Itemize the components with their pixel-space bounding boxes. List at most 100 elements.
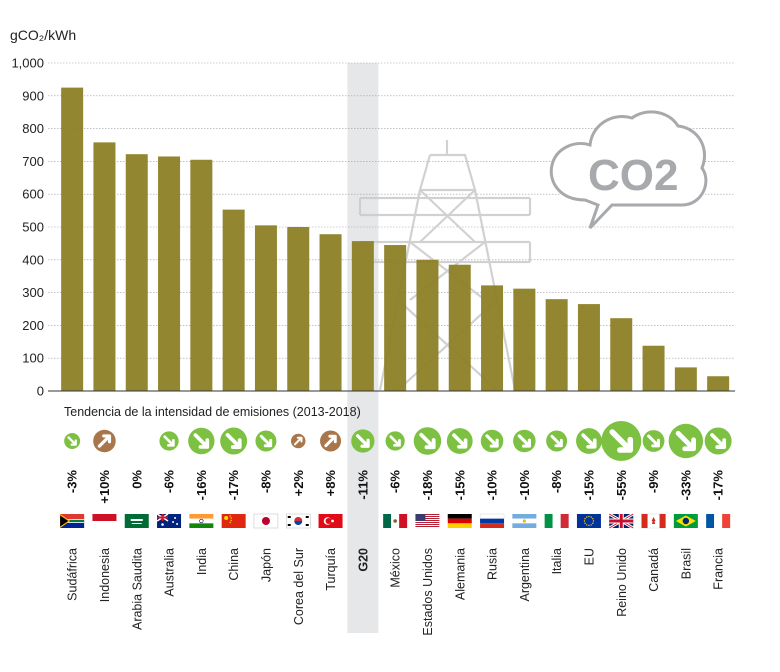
category-label: G20 — [356, 548, 370, 572]
category-label: China — [227, 548, 241, 581]
trend-icon — [188, 427, 215, 455]
bar-estados-unidos — [416, 259, 439, 391]
flag-india — [189, 514, 214, 528]
trend-icon — [704, 427, 732, 455]
category-label: Japón — [259, 548, 273, 582]
trend-icon — [255, 430, 277, 452]
trend-labels: -3% +10% 0% -6% -16% -17% -8% +2% +8% -11% -6% -18%… — [65, 470, 726, 504]
country-flags — [60, 512, 731, 530]
bar-italia — [545, 299, 568, 391]
flag-alemania — [447, 514, 472, 528]
y-axis-unit-label: gCO₂/kWh — [10, 27, 76, 43]
category-label: Brasil — [679, 548, 693, 579]
trend-icon — [93, 429, 116, 453]
y-tick-label: 800 — [22, 121, 44, 136]
trend-label: -16% — [194, 470, 209, 501]
flag-méxico — [383, 514, 408, 528]
y-tick-label: 0 — [37, 384, 44, 399]
trend-icon — [642, 430, 665, 452]
y-tick-label: 900 — [22, 88, 44, 103]
flag-australia — [156, 513, 182, 528]
bar-argentina — [513, 288, 536, 391]
trend-icon — [446, 428, 473, 454]
category-label: Italia — [550, 548, 564, 574]
category-label: Francia — [712, 548, 726, 590]
flag-francia — [706, 514, 731, 528]
flag-indonesia — [92, 514, 117, 528]
trend-label: -8% — [549, 470, 564, 494]
bar-alemania — [448, 264, 471, 391]
trend-label: -55% — [614, 470, 629, 501]
trend-label: -6% — [162, 470, 177, 494]
category-label: Corea del Sur — [292, 548, 306, 625]
bar-arabia-saudita — [125, 154, 148, 391]
bar-rusia — [481, 285, 504, 391]
trend-label: -17% — [711, 470, 726, 501]
flag-argentina — [512, 514, 537, 528]
category-label: Canadá — [647, 548, 661, 592]
bar-sudáfrica — [61, 87, 84, 391]
bar-china — [222, 209, 245, 391]
trend-icon — [320, 430, 342, 452]
bar-corea-del-sur — [287, 227, 310, 391]
co2-label: CO2 — [588, 151, 678, 200]
y-tick-label: 200 — [22, 318, 44, 333]
category-label: Alemania — [453, 548, 467, 600]
trend-label: +2% — [291, 470, 306, 497]
bars — [61, 87, 730, 391]
category-labels: Sudáfrica Indonesia Arabia Saudita Australi… — [66, 548, 726, 636]
flag-rusia — [479, 513, 505, 528]
trend-label: -9% — [646, 470, 661, 494]
bar-canadá — [642, 345, 665, 391]
category-label: India — [195, 548, 209, 575]
trend-label: +10% — [97, 470, 112, 504]
flag-reino-unido — [608, 512, 635, 530]
trend-label: -15% — [452, 470, 467, 501]
bar-australia — [158, 156, 181, 391]
flag-brasil — [673, 514, 698, 528]
category-label: Argentina — [518, 548, 532, 602]
flag-arabia-saudita — [124, 514, 149, 528]
y-tick-labels: 0 100 200 300 400 500 600 700 800 900 1,000 — [11, 56, 44, 399]
category-label: Indonesia — [98, 548, 112, 602]
trend-icon — [513, 429, 536, 453]
flag-japón — [253, 513, 279, 529]
trend-label: -15% — [581, 470, 596, 501]
trend-icon — [546, 430, 568, 452]
bar-reino-unido — [610, 318, 633, 391]
flag-eu — [576, 514, 601, 528]
trend-icon — [668, 423, 704, 459]
bar-francia — [707, 376, 730, 391]
flag-corea-del-sur — [286, 513, 311, 529]
trend-label: -3% — [65, 470, 80, 494]
bar-india — [190, 159, 213, 391]
bar-turquía — [319, 234, 342, 391]
y-tick-label: 300 — [22, 285, 44, 300]
flag-sudáfrica — [60, 514, 85, 528]
trend-icon — [351, 429, 375, 453]
flag-italia — [544, 514, 569, 528]
bar-eu — [577, 304, 600, 391]
flag-canadá — [641, 513, 666, 529]
category-label: Reino Unido — [615, 548, 629, 617]
bar-japón — [254, 225, 277, 391]
trend-label: -10% — [485, 470, 500, 501]
trend-label: -18% — [420, 470, 435, 501]
y-tick-label: 1,000 — [11, 56, 44, 71]
y-tick-label: 100 — [22, 351, 44, 366]
category-label: México — [389, 548, 403, 588]
bar-g20 — [351, 241, 374, 391]
category-label: Estados Unidos — [421, 548, 435, 636]
trend-label: -11% — [355, 470, 370, 500]
category-label: Turquía — [324, 548, 338, 591]
trend-label: 0% — [129, 470, 144, 489]
trend-icon — [601, 421, 642, 461]
category-label: EU — [582, 548, 596, 565]
trend-label: +8% — [323, 470, 338, 497]
flag-estados-unidos — [415, 514, 440, 528]
trend-title: Tendencia de la intensidad de emisiones … — [64, 405, 361, 419]
trend-icon — [576, 428, 602, 454]
category-label: Rusia — [486, 548, 500, 580]
trend-icon — [290, 433, 306, 449]
